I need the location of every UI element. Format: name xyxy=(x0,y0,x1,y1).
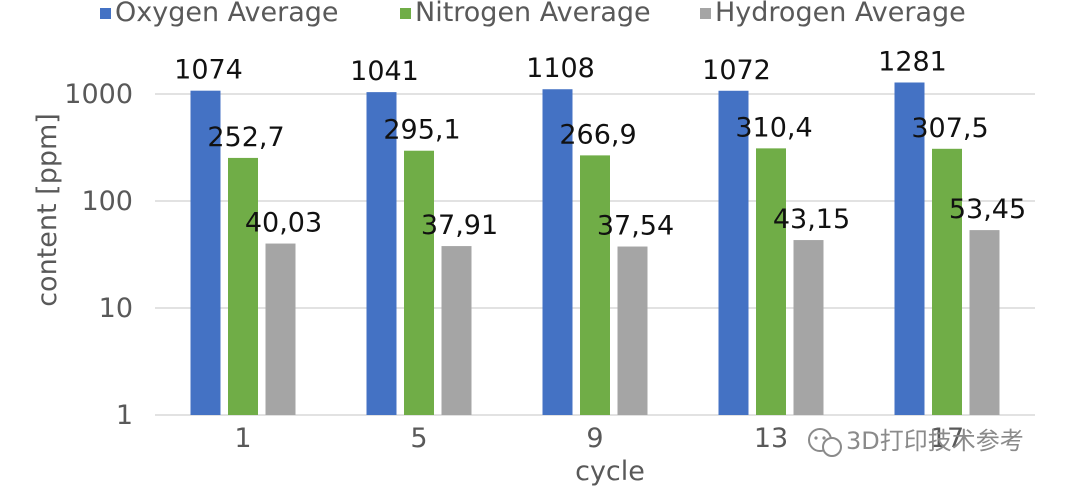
y-axis-title: content [ppm] xyxy=(32,113,63,307)
legend-item: Oxygen Average xyxy=(100,0,339,28)
legend-swatch xyxy=(400,8,411,19)
data-label: 266,9 xyxy=(559,119,636,150)
bar xyxy=(617,246,648,415)
bar xyxy=(969,230,1000,415)
data-labels: 1074 252,7 40,03 1041 295,1 37,91 1108 266,9 37,… xyxy=(174,46,1026,241)
y-tick-label: 100 xyxy=(81,186,133,217)
x-tick-label: 13 xyxy=(754,423,788,454)
legend: Oxygen Average Nitrogen Average Hydrogen A… xyxy=(100,0,966,28)
data-label: 40,03 xyxy=(245,208,322,239)
legend-label: Oxygen Average xyxy=(115,0,339,28)
bar xyxy=(404,150,434,415)
legend-swatch xyxy=(700,8,711,19)
bar xyxy=(793,240,824,415)
data-label: 307,5 xyxy=(911,113,988,144)
data-label: 43,15 xyxy=(773,204,850,235)
legend-label: Hydrogen Average xyxy=(715,0,966,28)
y-axis-ticks: 1 10 100 1000 xyxy=(64,79,133,431)
x-axis-ticks: 1 5 9 13 17 xyxy=(234,423,964,454)
watermark: 3D打印技术参考 xyxy=(808,427,1024,457)
y-tick-label: 1 xyxy=(116,400,133,431)
y-tick-label: 10 xyxy=(99,293,133,324)
legend-label: Nitrogen Average xyxy=(415,0,651,28)
bar xyxy=(932,148,962,415)
legend-item: Nitrogen Average xyxy=(400,0,651,28)
data-label: 1074 xyxy=(174,55,243,86)
bar xyxy=(542,89,573,415)
watermark-text: 3D打印技术参考 xyxy=(846,427,1024,455)
wechat-icon xyxy=(808,428,842,457)
data-label: 310,4 xyxy=(735,112,812,143)
data-label: 252,7 xyxy=(207,122,284,153)
data-label: 1041 xyxy=(350,56,419,87)
legend-swatch xyxy=(100,8,111,19)
bars xyxy=(190,82,1000,415)
data-label: 37,54 xyxy=(597,211,674,242)
x-tick-label: 5 xyxy=(410,423,427,454)
data-label: 1108 xyxy=(526,53,595,84)
bar xyxy=(718,90,749,415)
data-label: 1281 xyxy=(878,46,947,77)
bar xyxy=(756,148,786,415)
bar xyxy=(265,243,296,415)
data-label: 37,91 xyxy=(421,210,498,241)
data-label: 295,1 xyxy=(383,115,460,146)
bar xyxy=(190,90,221,415)
x-tick-label: 9 xyxy=(586,423,603,454)
data-label: 53,45 xyxy=(949,194,1026,225)
x-axis-title: cycle xyxy=(575,456,645,487)
bar xyxy=(441,246,472,415)
x-tick-label: 1 xyxy=(234,423,251,454)
bar xyxy=(580,155,610,415)
bar xyxy=(366,92,397,415)
data-label: 1072 xyxy=(702,55,771,86)
bar xyxy=(228,157,258,415)
x-tick-label: 17 xyxy=(930,423,964,454)
legend-item: Hydrogen Average xyxy=(700,0,966,28)
bar xyxy=(894,82,925,415)
y-tick-label: 1000 xyxy=(64,79,133,110)
